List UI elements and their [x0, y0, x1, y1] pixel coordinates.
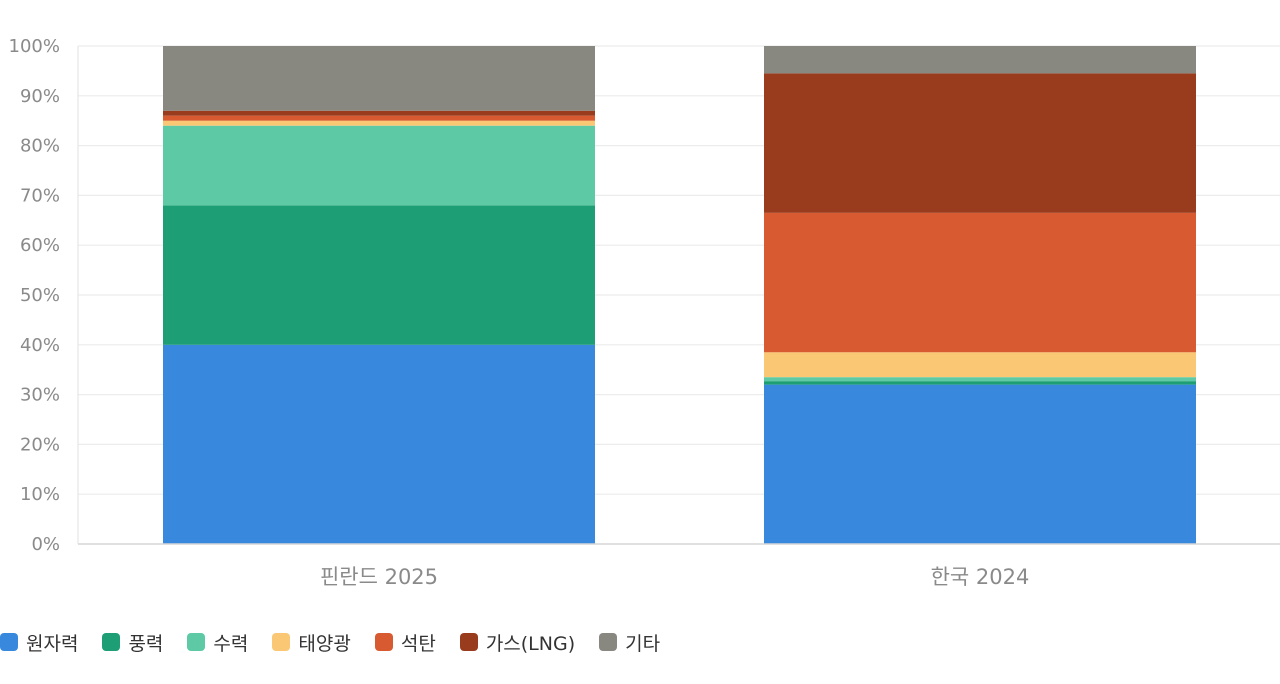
y-tick-label: 0%	[31, 534, 60, 555]
legend-swatch	[0, 633, 18, 651]
axes	[77, 46, 1280, 545]
bar-segment	[764, 384, 1196, 544]
legend-swatch	[272, 633, 291, 651]
legend-item[interactable]: 태양광	[272, 629, 351, 656]
bar-segment	[163, 46, 595, 111]
legend-swatch	[187, 633, 206, 651]
bar-segment	[764, 381, 1196, 385]
legend-label: 수력	[213, 632, 249, 655]
legend-label: 석탄	[400, 632, 436, 655]
legend-label: 태양광	[298, 632, 351, 655]
bar-segment	[764, 212, 1196, 353]
y-tick-label: 10%	[20, 484, 60, 505]
bar-segment	[163, 120, 595, 126]
legend-swatch	[374, 633, 393, 651]
legend-item[interactable]: 풍력	[102, 629, 163, 656]
bar-segment	[163, 344, 595, 544]
y-tick-label: 50%	[20, 285, 60, 306]
axis-labels: 0% 10% 20% 30% 40% 50% 60% 70% 80% 90% 100% 핀란드 202…	[9, 36, 1030, 589]
bars	[163, 46, 1196, 544]
y-tick-label: 100%	[9, 36, 60, 57]
y-tick-label: 90%	[20, 86, 60, 107]
x-category-label: 한국 2024	[931, 565, 1030, 589]
bar-segment	[764, 377, 1196, 382]
stacked-bar-chart: 0% 10% 20% 30% 40% 50% 60% 70% 80% 90% 100% 핀란드 202…	[9, 36, 1280, 589]
bar-segment	[764, 352, 1196, 378]
legend-item[interactable]: 수력	[187, 629, 248, 656]
bar-segment	[764, 46, 1196, 74]
x-category-label: 핀란드 2025	[320, 565, 438, 589]
bar-segment	[163, 125, 595, 206]
legend-swatch	[599, 633, 618, 651]
bar-segment	[764, 73, 1196, 213]
legend-label: 가스(LNG)	[485, 632, 576, 655]
bar-segment	[163, 205, 595, 345]
legend-item[interactable]: 가스(LNG)	[459, 629, 576, 656]
bar-segment	[163, 110, 595, 116]
legend-label: 원자력	[26, 632, 79, 655]
legend-swatch	[102, 633, 121, 651]
legend: 원자력 풍력 수력 태양광 석탄 가스(LNG) 기타	[0, 628, 684, 656]
legend-item[interactable]: 석탄	[374, 629, 436, 656]
legend-label: 풍력	[128, 632, 164, 655]
y-tick-label: 60%	[20, 235, 60, 256]
bar-segment	[163, 115, 595, 121]
y-tick-label: 40%	[20, 335, 60, 356]
legend-label: 기타	[625, 632, 661, 655]
legend-item[interactable]: 원자력	[0, 629, 78, 656]
y-tick-label: 70%	[20, 185, 60, 206]
y-tick-label: 20%	[20, 434, 60, 455]
y-tick-label: 80%	[20, 136, 60, 157]
y-tick-label: 30%	[20, 385, 60, 406]
legend-item[interactable]: 기타	[599, 629, 660, 656]
legend-swatch	[459, 633, 478, 651]
